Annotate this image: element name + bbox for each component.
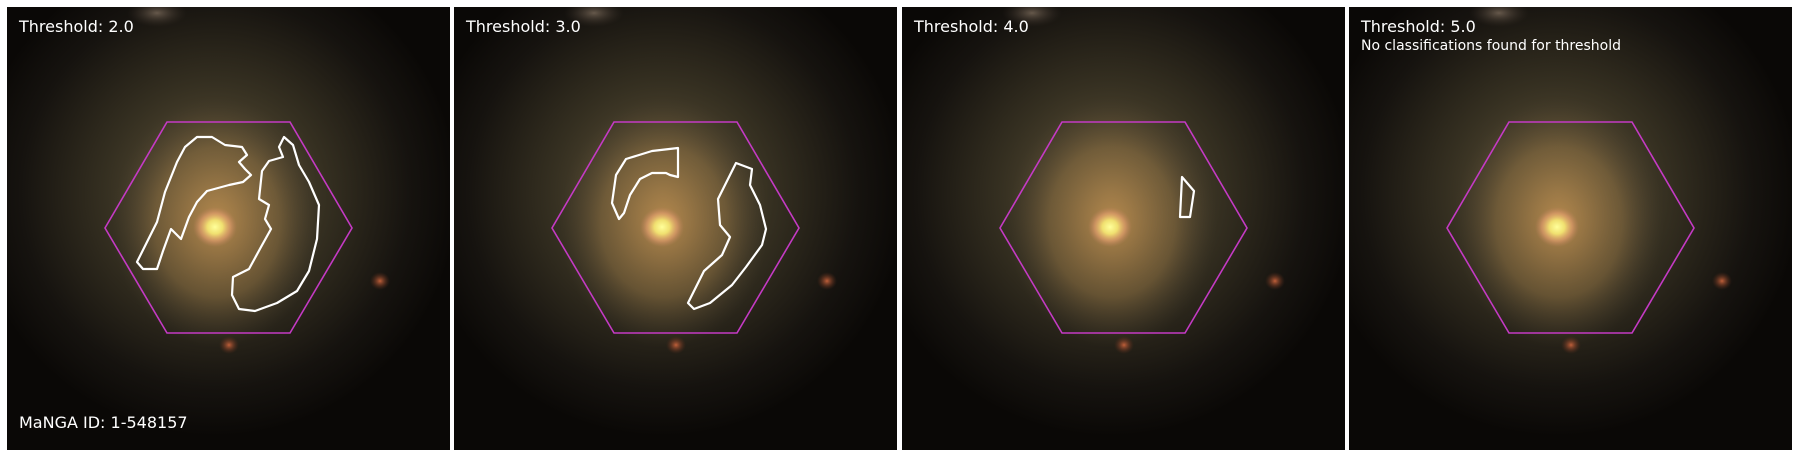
hexagon-footprint [551, 121, 800, 334]
panel-threshold-3: Threshold: 3.0 [454, 7, 897, 450]
hexagon-footprint [999, 121, 1248, 334]
no-classification-note: No classifications found for threshold [1361, 38, 1621, 54]
panel-threshold-4: Threshold: 4.0 [902, 7, 1345, 450]
threshold-label: Threshold: 3.0 [466, 17, 581, 36]
hexagon-footprint [1446, 121, 1695, 334]
classification-contour [1178, 175, 1196, 219]
galaxy-image [7, 7, 450, 450]
hexagon-footprint [104, 121, 353, 334]
threshold-label: Threshold: 4.0 [914, 17, 1029, 36]
galaxy-image [902, 7, 1345, 450]
manga-id-label: MaNGA ID: 1-548157 [19, 413, 188, 432]
galaxy-image [454, 7, 897, 450]
panel-threshold-5: Threshold: 5.0 No classifications found … [1349, 7, 1792, 450]
panel-threshold-2: Threshold: 2.0 MaNGA ID: 1-548157 [7, 7, 450, 450]
classification-contour [135, 135, 253, 271]
classification-contour [230, 135, 321, 313]
threshold-label: Threshold: 5.0 [1361, 17, 1476, 36]
classification-contour [610, 146, 680, 221]
classification-contour [686, 161, 768, 311]
galaxy-image [1349, 7, 1792, 450]
threshold-label: Threshold: 2.0 [19, 17, 134, 36]
